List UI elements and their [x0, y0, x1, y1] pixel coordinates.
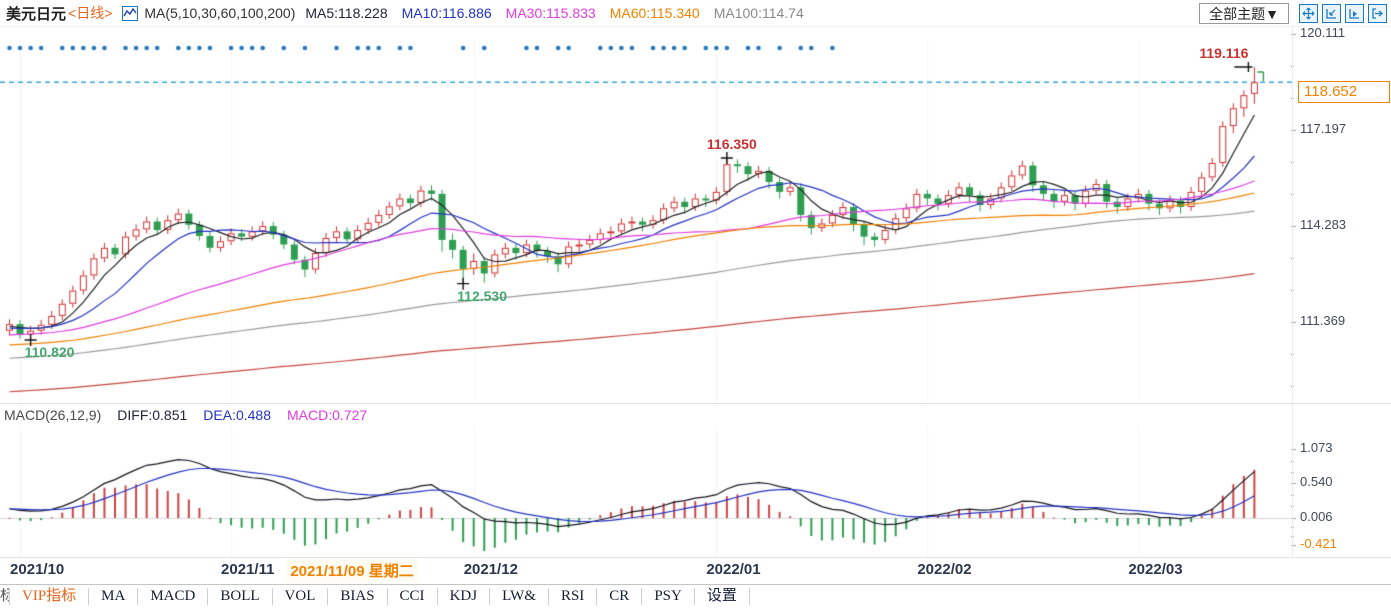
indicator-tab-settings[interactable]: 设置 — [695, 588, 750, 605]
theme-dropdown[interactable]: 全部主题▼ — [1199, 2, 1289, 24]
date-axis-label: 2022/02 — [917, 561, 972, 578]
indicator-tab-bias[interactable]: BIAS — [328, 588, 388, 605]
macd-axis-label: 0.540 — [1300, 474, 1333, 490]
ma-value-label: MA30:115.833 — [505, 5, 596, 21]
indicator-tab-vol[interactable]: VOL — [273, 588, 329, 605]
main-price-chart[interactable] — [0, 26, 1391, 404]
macd-params-label: MACD(26,12,9) — [4, 407, 102, 423]
indicator-tab-ma[interactable]: MA — [89, 588, 139, 605]
price-axis-label: 114.283 — [1300, 217, 1347, 232]
price-annotation: 110.820 — [24, 343, 75, 360]
indicator-tab-lw[interactable]: LW& — [490, 588, 549, 605]
ma-value-label: MA5:118.228 — [305, 5, 388, 21]
indicator-tab-boll[interactable]: BOLL — [208, 588, 273, 605]
indicator-tab-cr[interactable]: CR — [597, 588, 643, 605]
price-axis-label: 117.197 — [1300, 121, 1347, 137]
chart-style-icon[interactable] — [122, 5, 139, 21]
date-axis-label: 2021/10 — [10, 561, 65, 578]
xaxis-divider — [0, 557, 1391, 558]
indicator-tab-rsi[interactable]: RSI — [549, 588, 598, 605]
period-selector[interactable]: <日线> — [68, 5, 113, 21]
price-annotation: 116.350 — [706, 135, 757, 152]
date-axis-label: 2021/12 — [463, 561, 518, 578]
price-axis-label: 120.111 — [1300, 25, 1346, 41]
indicator-tab-macd[interactable]: MACD — [138, 588, 209, 605]
macd-axis-label: 1.073 — [1300, 440, 1333, 456]
axis-separator — [1292, 26, 1293, 558]
scale-right-icon[interactable] — [1345, 3, 1364, 23]
indicator-tab-vip[interactable]: VIP指标 — [10, 588, 90, 605]
chart-header: 美元日元 <日线> MA(5,10,30,60,100,200) MA5:118… — [0, 0, 1391, 27]
indicator-tab-psy[interactable]: PSY — [642, 588, 695, 605]
price-annotation: 119.116 — [1199, 44, 1249, 61]
symbol-name: 美元日元 — [6, 5, 67, 23]
macd-dea-value: DEA:0.488 — [203, 407, 272, 423]
macd-macd-value: MACD:0.727 — [287, 407, 368, 423]
move-crosshair-icon[interactable] — [1299, 3, 1318, 23]
ma-values: MA5:118.228 MA10:116.886 MA30:115.833 MA60:… — [305, 5, 817, 21]
date-axis-label: 2022/01 — [706, 561, 761, 578]
export-icon[interactable] — [1368, 3, 1387, 23]
macd-header: MACD(26,12,9) DIFF:0.851 DEA:0.488 MACD:… — [0, 403, 1391, 426]
indicator-tab-kdj[interactable]: KDJ — [438, 588, 491, 605]
price-axis-label: 111.369 — [1300, 312, 1346, 328]
date-axis-label: 2021/11 — [221, 561, 275, 578]
macd-chart[interactable] — [0, 426, 1391, 558]
macd-axis-label: 0.006 — [1300, 508, 1333, 524]
indicator-tab-cci[interactable]: CCI — [388, 588, 438, 605]
scale-left-icon[interactable] — [1322, 3, 1341, 23]
ma-settings-label: MA(5,10,30,60,100,200) — [144, 5, 296, 21]
ma-value-label: MA60:115.340 — [609, 5, 700, 21]
selected-date-label: 2021/11/09 星期二 — [286, 559, 418, 582]
macd-diff-value: DIFF:0.851 — [117, 407, 188, 423]
price-annotation: 112.530 — [457, 287, 507, 304]
macd-axis-label: -0.421 — [1300, 535, 1337, 551]
date-axis-label: 2022/03 — [1128, 561, 1183, 578]
current-price-label: 118.652 — [1298, 81, 1390, 104]
indicator-tab-bar: 标 VIP指标MAMACDBOLLVOLBIASCCIKDJLW&RSICRPS… — [0, 584, 1391, 608]
clipped-tab[interactable]: 标 — [0, 588, 10, 605]
ma-value-label: MA10:116.886 — [401, 5, 492, 21]
ma-value-label: MA100:114.74 — [713, 5, 804, 21]
